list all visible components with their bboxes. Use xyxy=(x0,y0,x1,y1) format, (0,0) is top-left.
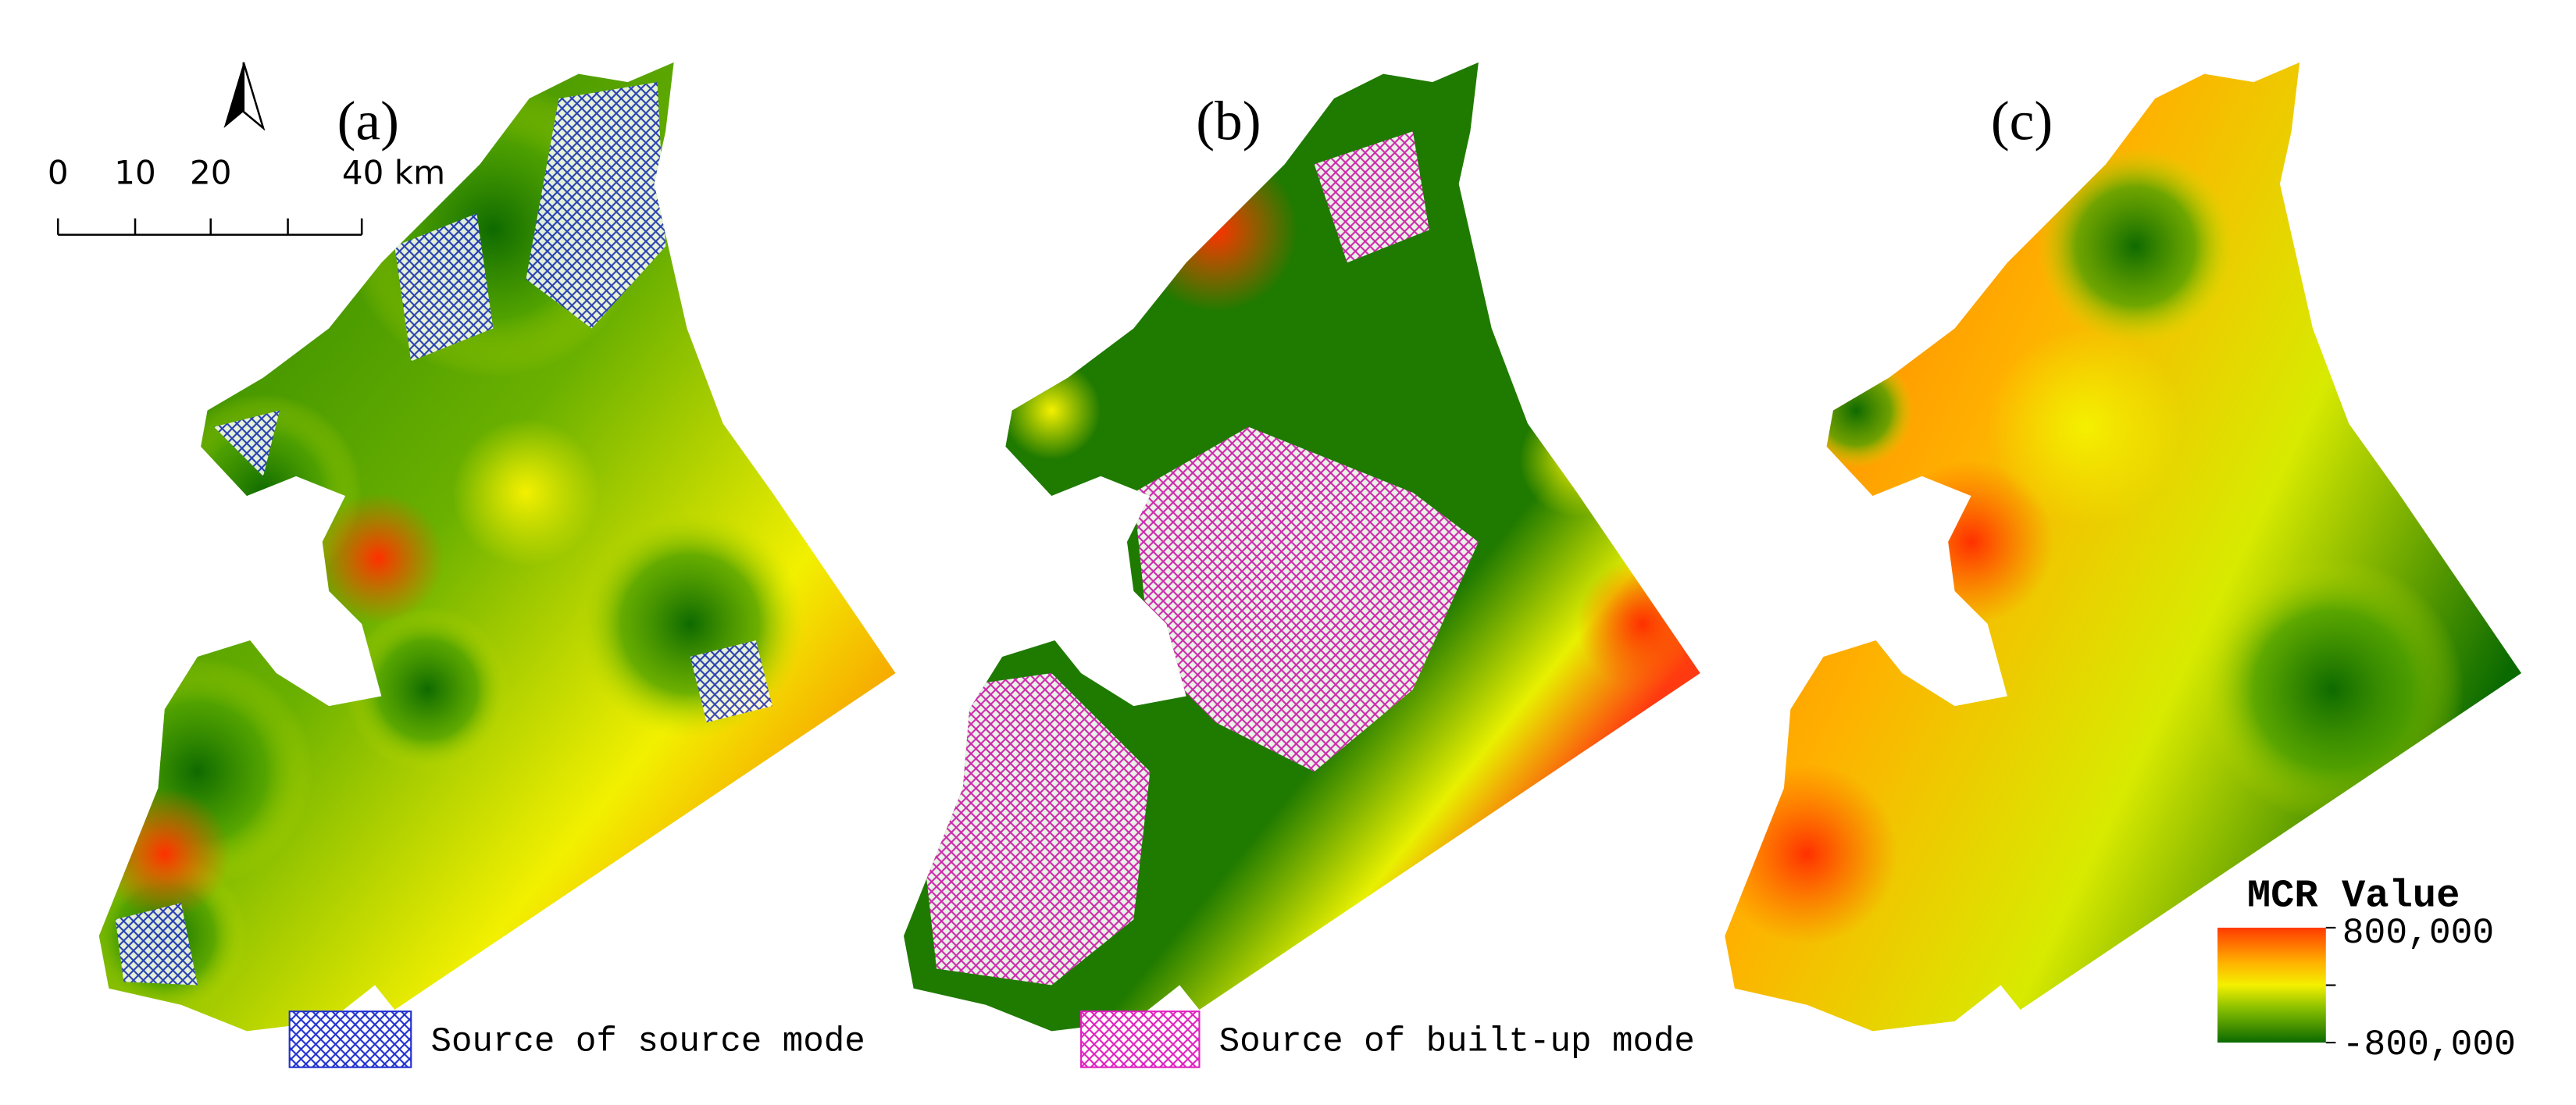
mcr-low: -800,000 xyxy=(2342,1024,2516,1065)
legend: Source of source mode Source of built-up… xyxy=(288,1011,1695,1068)
scale-label: 10 xyxy=(114,153,156,191)
mcr-high: 800,000 xyxy=(2342,912,2494,954)
scale-label: 0 xyxy=(48,153,69,191)
legend-label: Source of built-up mode xyxy=(1219,1023,1695,1062)
scale-label: 20 xyxy=(190,153,232,191)
legend-swatch xyxy=(288,1011,412,1068)
map-a: (a) xyxy=(98,62,896,1032)
panel-label: (b) xyxy=(1196,91,1261,152)
north-arrow xyxy=(223,62,266,131)
color-ramp xyxy=(2217,927,2326,1043)
scale-bar: 0 10 20 40 km xyxy=(48,153,445,236)
legend-swatch xyxy=(1080,1011,1201,1068)
legend-label: Source of source mode xyxy=(430,1023,865,1062)
map-b: (b) xyxy=(904,62,1700,1032)
panel-label: (c) xyxy=(1991,91,2053,152)
scale-label: 40 km xyxy=(342,153,445,191)
mcr-legend: MCR Value 800,000 -800,000 xyxy=(2217,875,2516,1065)
panel-label: (a) xyxy=(337,91,399,152)
mcr-title: MCR Value xyxy=(2247,875,2460,919)
